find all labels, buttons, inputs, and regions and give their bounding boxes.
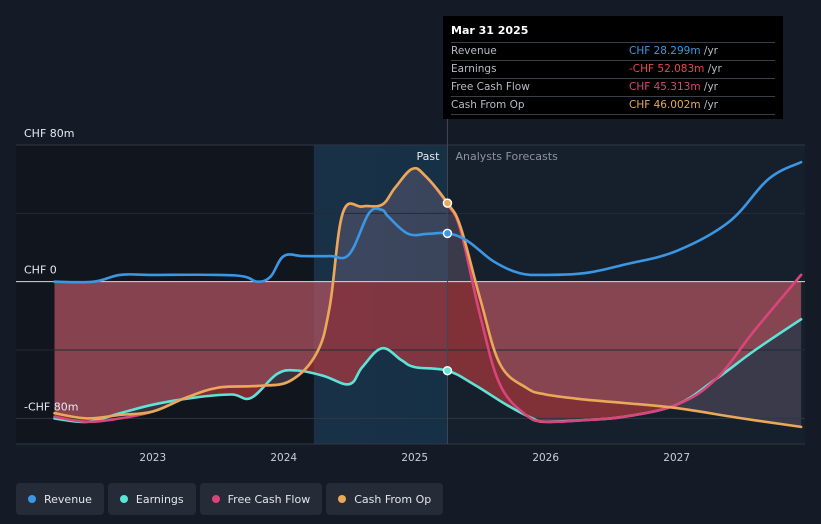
marker-revenue bbox=[442, 228, 453, 239]
tooltip-label: Free Cash Flow bbox=[451, 81, 530, 93]
legend-item-cash-from-op[interactable]: Cash From Op bbox=[326, 483, 444, 515]
legend-item-earnings[interactable]: Earnings bbox=[107, 483, 196, 515]
cash-from-op-area bbox=[54, 168, 802, 427]
tooltip-row-earnings: Earnings -CHF 52.083m /yr bbox=[451, 60, 775, 78]
tooltip-row-free-cash-flow: Free Cash Flow CHF 45.313m /yr bbox=[451, 78, 775, 96]
y-axis-label: -CHF 80m bbox=[24, 400, 78, 413]
tooltip-panel: Mar 31 2025 Revenue CHF 28.299m /yr Earn… bbox=[443, 16, 783, 119]
legend: Revenue Earnings Free Cash Flow Cash Fro… bbox=[16, 483, 444, 515]
x-tick-label: 2026 bbox=[532, 452, 559, 464]
legend-item-free-cash-flow[interactable]: Free Cash Flow bbox=[199, 483, 323, 515]
legend-label: Free Cash Flow bbox=[227, 492, 311, 506]
tooltip-unit: /yr bbox=[704, 63, 722, 75]
tooltip-value: -CHF 52.083m bbox=[629, 63, 705, 75]
tooltip-date: Mar 31 2025 bbox=[451, 24, 529, 37]
legend-label: Revenue bbox=[44, 492, 92, 506]
tooltip-row-cash-from-op: Cash From Op CHF 46.002m /yr bbox=[451, 96, 775, 115]
legend-dot-icon bbox=[119, 495, 128, 503]
tooltip-value: CHF 46.002m bbox=[629, 99, 701, 111]
legend-dot-icon bbox=[28, 495, 36, 503]
marker-earnings bbox=[442, 365, 453, 376]
legend-label: Cash From Op bbox=[354, 492, 432, 506]
tooltip-label: Earnings bbox=[451, 63, 497, 75]
x-tick-label: 2023 bbox=[139, 452, 166, 464]
series-line-cash-from-op bbox=[53, 166, 803, 429]
tooltip-label: Cash From Op bbox=[451, 99, 525, 111]
legend-label: Earnings bbox=[135, 492, 184, 506]
marker-cash-from-op bbox=[442, 198, 453, 208]
past-label: Past bbox=[417, 150, 441, 163]
tooltip-row-revenue: Revenue CHF 28.299m /yr bbox=[451, 42, 775, 60]
y-axis-label: CHF 80m bbox=[24, 127, 75, 140]
series-line-revenue bbox=[53, 160, 803, 284]
legend-dot-icon bbox=[338, 495, 347, 503]
forecast-label: Analysts Forecasts bbox=[455, 150, 558, 163]
tooltip-unit: /yr bbox=[700, 81, 718, 93]
tooltip-value: CHF 28.299m bbox=[629, 45, 701, 57]
x-tick-label: 2025 bbox=[401, 452, 428, 464]
tooltip-value: CHF 45.313m bbox=[629, 81, 701, 93]
tooltip-unit: /yr bbox=[700, 45, 718, 57]
x-tick-label: 2027 bbox=[663, 452, 690, 464]
legend-item-revenue[interactable]: Revenue bbox=[16, 483, 104, 515]
y-axis-label: CHF 0 bbox=[24, 264, 57, 277]
x-tick-label: 2024 bbox=[270, 452, 297, 464]
tooltip-unit: /yr bbox=[700, 99, 718, 111]
tooltip-label: Revenue bbox=[451, 45, 497, 57]
legend-dot-icon bbox=[211, 495, 220, 503]
